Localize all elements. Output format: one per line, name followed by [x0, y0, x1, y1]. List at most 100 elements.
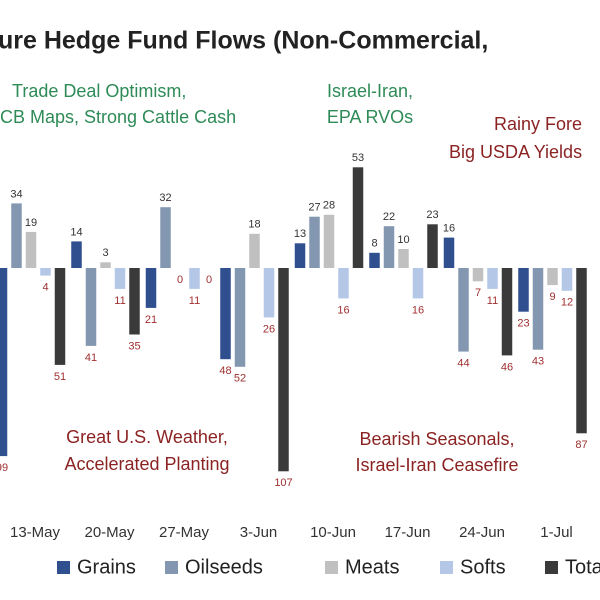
- bar: [249, 233, 260, 268]
- annotation: Big USDA Yields: [449, 142, 582, 162]
- bar: [294, 243, 306, 268]
- bar: [412, 268, 424, 299]
- chart-title: ure Hedge Fund Flows (Non-Commercial,: [0, 27, 488, 55]
- annotation: Israel-Iran,: [327, 81, 413, 101]
- bar: [278, 268, 289, 472]
- annotation: Accelerated Planting: [64, 454, 229, 474]
- bar: [501, 268, 513, 356]
- value-label: 41: [85, 352, 97, 364]
- bar: [576, 268, 587, 434]
- value-label: 99: [0, 462, 8, 474]
- bar: [487, 268, 498, 289]
- bar: [189, 268, 200, 289]
- value-label: 107: [274, 477, 292, 489]
- bar: [338, 268, 349, 299]
- value-label: 9: [549, 291, 555, 303]
- bar: [234, 268, 246, 367]
- value-label: 0: [177, 274, 183, 286]
- bar: [263, 268, 275, 318]
- value-label: 12: [561, 297, 573, 309]
- bar: [427, 224, 438, 268]
- x-tick-label: 3-Jun: [240, 524, 278, 541]
- x-tick-label: 20-May: [84, 524, 135, 541]
- x-tick-label: 10-Jun: [310, 524, 356, 541]
- value-label: 43: [532, 356, 544, 368]
- bar: [472, 268, 484, 282]
- value-label: 16: [412, 304, 424, 316]
- bar: [54, 268, 66, 365]
- value-label: 11: [487, 295, 498, 307]
- value-label: 3: [102, 247, 108, 259]
- x-tick-label: 27-May: [159, 524, 210, 541]
- legend-label: Oilseeds: [185, 556, 263, 578]
- value-label: 11: [114, 295, 125, 307]
- legend-swatch: [545, 561, 558, 574]
- value-label: 87: [575, 439, 587, 451]
- bar: [11, 203, 22, 268]
- bar: [220, 268, 231, 360]
- legend-swatch: [440, 561, 453, 574]
- bar: [398, 249, 409, 268]
- value-label: 34: [10, 188, 22, 200]
- value-label: 32: [159, 192, 171, 204]
- value-label: 52: [234, 373, 246, 385]
- value-label: 11: [189, 295, 200, 307]
- bar: [114, 268, 126, 289]
- value-label: 7: [475, 287, 481, 299]
- bar: [561, 268, 573, 291]
- bar: [40, 268, 51, 276]
- legend-swatch: [165, 561, 178, 574]
- value-label: 23: [517, 318, 529, 330]
- value-label: 23: [426, 209, 438, 221]
- value-label: 14: [70, 226, 82, 238]
- value-label: 44: [457, 358, 469, 370]
- value-label: 16: [443, 223, 455, 235]
- bar: [160, 207, 171, 268]
- annotation: Rainy Fore: [494, 114, 582, 134]
- x-tick-label: 13-May: [10, 524, 61, 541]
- legend-swatch: [57, 561, 70, 574]
- bar: [100, 262, 111, 268]
- value-label: 46: [501, 361, 513, 373]
- value-label: 53: [352, 152, 364, 164]
- bar: [383, 226, 395, 268]
- value-label: 51: [54, 371, 66, 383]
- bar: [547, 268, 558, 286]
- value-label: 10: [397, 234, 409, 246]
- value-label: 27: [308, 202, 320, 214]
- annotation: Israel-Iran Ceasefire: [355, 455, 518, 475]
- x-tick-label: 1-Jul: [540, 524, 573, 541]
- annotation: Great U.S. Weather,: [66, 427, 228, 447]
- x-tick-label: 24-Jun: [459, 524, 505, 541]
- value-label: 4: [42, 282, 48, 294]
- annotation: Bearish Seasonals,: [359, 429, 514, 449]
- annotation: Trade Deal Optimism,: [12, 81, 186, 101]
- value-label: 26: [263, 323, 275, 335]
- bar: [518, 268, 529, 312]
- bar: [532, 268, 544, 350]
- value-label: 28: [323, 200, 335, 212]
- bar: [0, 268, 8, 457]
- legend-label: Grains: [77, 556, 136, 578]
- bar: [443, 237, 455, 268]
- value-label: 13: [294, 228, 306, 240]
- bar: [25, 231, 37, 268]
- bar: [369, 252, 380, 268]
- value-label: 35: [128, 340, 140, 352]
- value-label: 21: [145, 314, 157, 326]
- bar: [323, 214, 335, 268]
- legend-label: Total: [565, 556, 600, 578]
- value-label: 16: [337, 304, 349, 316]
- bar: [458, 268, 469, 352]
- value-label: 48: [219, 365, 231, 377]
- annotation: CB Maps, Strong Cattle Cash: [0, 107, 236, 127]
- bar: [352, 167, 364, 268]
- value-label: 0: [206, 274, 212, 286]
- x-tick-label: 17-Jun: [385, 524, 431, 541]
- value-label: 22: [383, 211, 395, 223]
- legend-label: Softs: [460, 556, 506, 578]
- bar: [85, 268, 97, 346]
- legend-label: Meats: [345, 556, 399, 578]
- annotation: EPA RVOs: [327, 107, 413, 127]
